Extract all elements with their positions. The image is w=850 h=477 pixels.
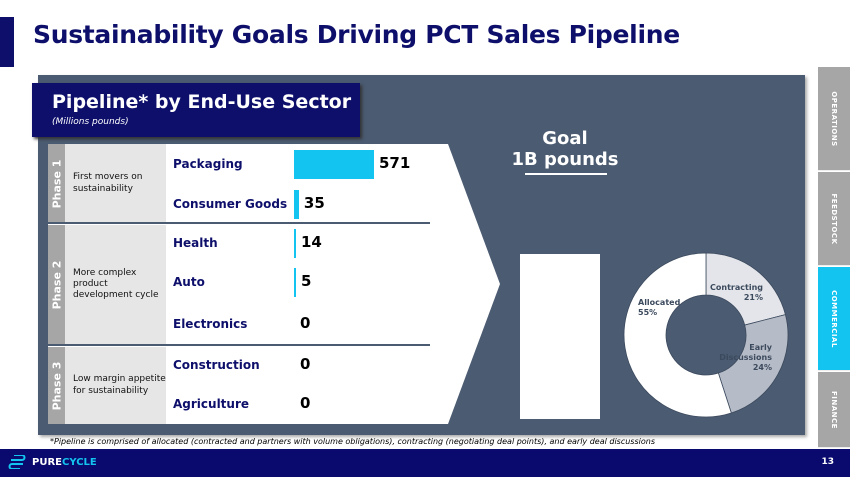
bar-value: 0	[300, 394, 311, 412]
phase-1-description: First movers on sustainability	[65, 144, 166, 223]
nav-tab-finance[interactable]: FINANCE	[818, 372, 850, 448]
chart-title: Pipeline* by End-Use Sector	[52, 91, 352, 113]
nav-tab-label: FEEDSTOCK	[830, 193, 838, 244]
donut-label: Contracting	[710, 283, 763, 292]
title-accent-bar	[0, 17, 14, 67]
bar-value: 0	[300, 355, 311, 373]
nav-tab-operations[interactable]: OPERATIONS	[818, 67, 850, 171]
donut-label: Early	[749, 343, 773, 352]
phase-1-label: Phase 1	[48, 144, 65, 223]
donut-label: 24%	[753, 363, 772, 372]
nav-tab-label: FINANCE	[830, 390, 838, 429]
bar-auto	[294, 268, 296, 297]
goal-label: Goal	[542, 128, 588, 149]
divider	[48, 222, 430, 224]
donut-label: 21%	[744, 293, 763, 302]
page-number: 13	[821, 457, 834, 467]
sector-label: Packaging	[173, 157, 243, 171]
goal-callout: Goal 1B pounds	[500, 128, 630, 170]
goal-value: 1B pounds	[511, 149, 619, 170]
bar-value: 571	[379, 154, 411, 172]
goal-underline	[525, 173, 607, 175]
phase-3-label: Phase 3	[48, 347, 65, 424]
bar-value: 5	[301, 272, 312, 290]
bar-health	[294, 229, 296, 258]
nav-tab-feedstock[interactable]: FEEDSTOCK	[818, 172, 850, 266]
footer-bar	[0, 449, 850, 477]
bar-packaging	[294, 150, 374, 179]
phase-2-label: Phase 2	[48, 225, 65, 344]
donut-label: Discussions	[719, 353, 772, 362]
sector-label: Health	[173, 236, 218, 250]
logo-icon	[8, 455, 26, 469]
donut-label: Allocated	[638, 298, 681, 307]
sector-label: Auto	[173, 275, 205, 289]
donut-slice-allocated	[623, 252, 732, 418]
divider	[48, 344, 430, 346]
footnote: *Pipeline is comprised of allocated (con…	[50, 437, 655, 446]
nav-tab-label: COMMERCIAL	[830, 289, 838, 348]
white-block	[520, 254, 600, 419]
chart-subtitle: (Millions pounds)	[52, 117, 129, 127]
sector-label: Agriculture	[173, 397, 250, 411]
bar-value: 35	[303, 194, 325, 212]
bar-value: 0	[300, 314, 311, 332]
sector-label: Consumer Goods	[173, 197, 288, 211]
phase-2-description: More complex product development cycle	[65, 225, 166, 344]
nav-tab-commercial[interactable]: COMMERCIAL	[818, 267, 850, 371]
bar-value: 14	[301, 233, 322, 251]
sector-label: Electronics	[173, 317, 248, 331]
donut-slice-early-discussions	[717, 314, 789, 414]
phase-3-description: Low margin appetite for sustainability	[65, 347, 166, 424]
chart-header: Pipeline* by End-Use Sector (Millions po…	[32, 83, 360, 137]
nav-tab-label: OPERATIONS	[830, 90, 838, 147]
bar-consumer-goods	[294, 190, 299, 219]
sector-label: Construction	[173, 358, 260, 372]
donut-label: 55%	[638, 308, 657, 317]
page-title: Sustainability Goals Driving PCT Sales P…	[33, 20, 680, 49]
purecycle-logo: PURECYCLE	[8, 455, 97, 469]
